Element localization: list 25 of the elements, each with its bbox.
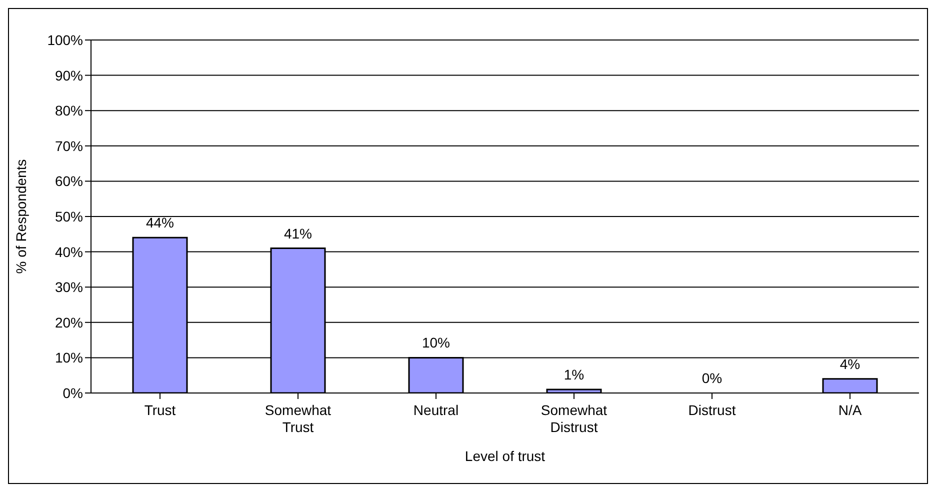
y-tick-label: 70% (54, 138, 83, 154)
x-tick-label: Somewhat Distrust (540, 402, 608, 435)
y-tick-label: 0% (62, 384, 83, 401)
y-tick-label: 80% (54, 102, 83, 119)
y-tick-label: 90% (54, 67, 83, 84)
data-label: 4% (840, 356, 860, 372)
y-axis-title: % of Respondents (12, 159, 29, 274)
y-tick-label: 20% (54, 314, 83, 330)
x-tick-label: Somewhat Trust (264, 402, 332, 435)
x-tick-label: N/A (838, 402, 862, 418)
y-tick-label: 40% (54, 244, 83, 260)
data-label: 0% (702, 370, 722, 386)
data-label: 10% (422, 334, 450, 351)
y-tick-label: 50% (54, 208, 83, 224)
data-label: 1% (564, 366, 584, 382)
x-tick-label: Trust (144, 402, 176, 418)
x-axis-title: Level of trust (464, 448, 546, 464)
y-tick-label: 100% (47, 32, 83, 48)
data-label: 44% (146, 214, 174, 231)
x-tick-label: Distrust (688, 402, 736, 418)
y-tick-label: 30% (54, 279, 83, 296)
y-tick-label: 60% (54, 173, 83, 190)
x-tick-label: Neutral (413, 402, 459, 418)
data-label: 41% (284, 225, 312, 242)
y-tick-label: 10% (54, 350, 83, 366)
